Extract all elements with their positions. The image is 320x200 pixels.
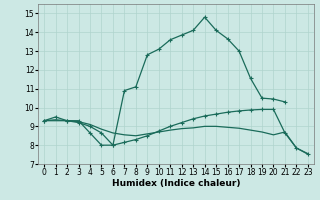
X-axis label: Humidex (Indice chaleur): Humidex (Indice chaleur) bbox=[112, 179, 240, 188]
